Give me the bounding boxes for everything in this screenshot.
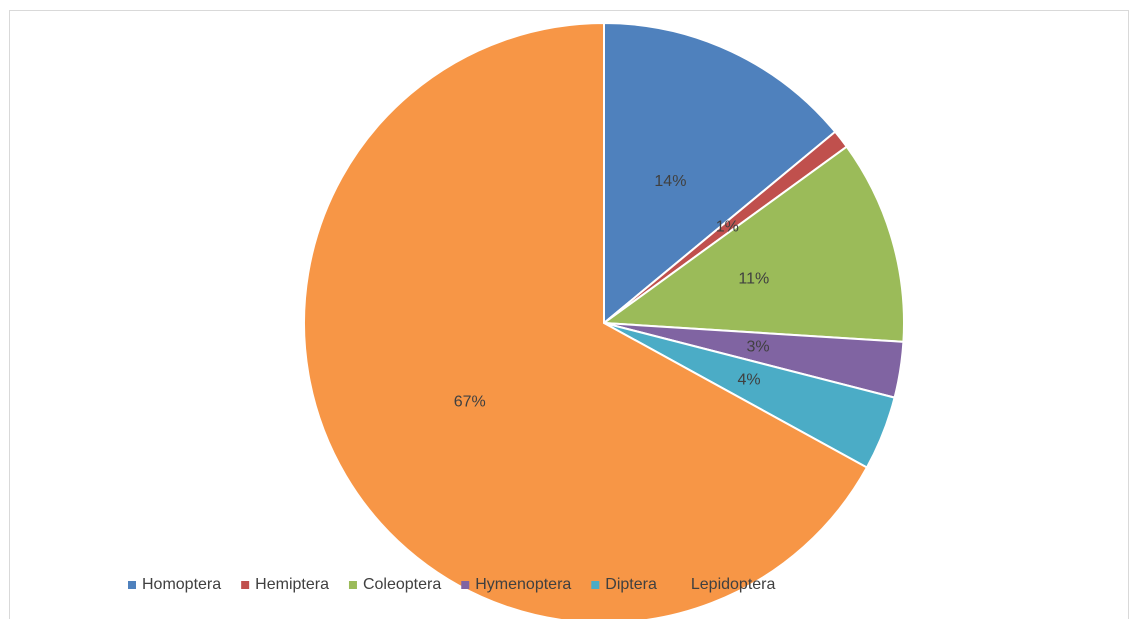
pie-slice — [303, 21, 869, 619]
legend-label: Hemiptera — [255, 576, 329, 593]
data-label: 3% — [747, 339, 770, 356]
pie-slice — [603, 21, 837, 326]
legend-label: Lepidoptera — [691, 576, 776, 593]
legend-swatch — [128, 581, 136, 589]
legend-swatch — [676, 581, 685, 589]
data-label: 67% — [454, 394, 486, 411]
legend-swatch — [348, 581, 357, 589]
data-label: 1% — [716, 219, 739, 236]
pie-slice — [601, 145, 905, 343]
data-label: 4% — [737, 372, 760, 389]
legend-label: Diptera — [605, 576, 657, 593]
legend-swatch — [461, 581, 470, 589]
legend-swatch — [241, 581, 250, 589]
data-label: 11% — [738, 271, 769, 288]
legend-label: Homoptera — [142, 576, 221, 593]
data-label: 14% — [654, 173, 686, 190]
legend-swatch — [591, 581, 600, 589]
legend-label: Hymenoptera — [475, 576, 571, 593]
legend-label: Coleoptera — [363, 576, 441, 593]
